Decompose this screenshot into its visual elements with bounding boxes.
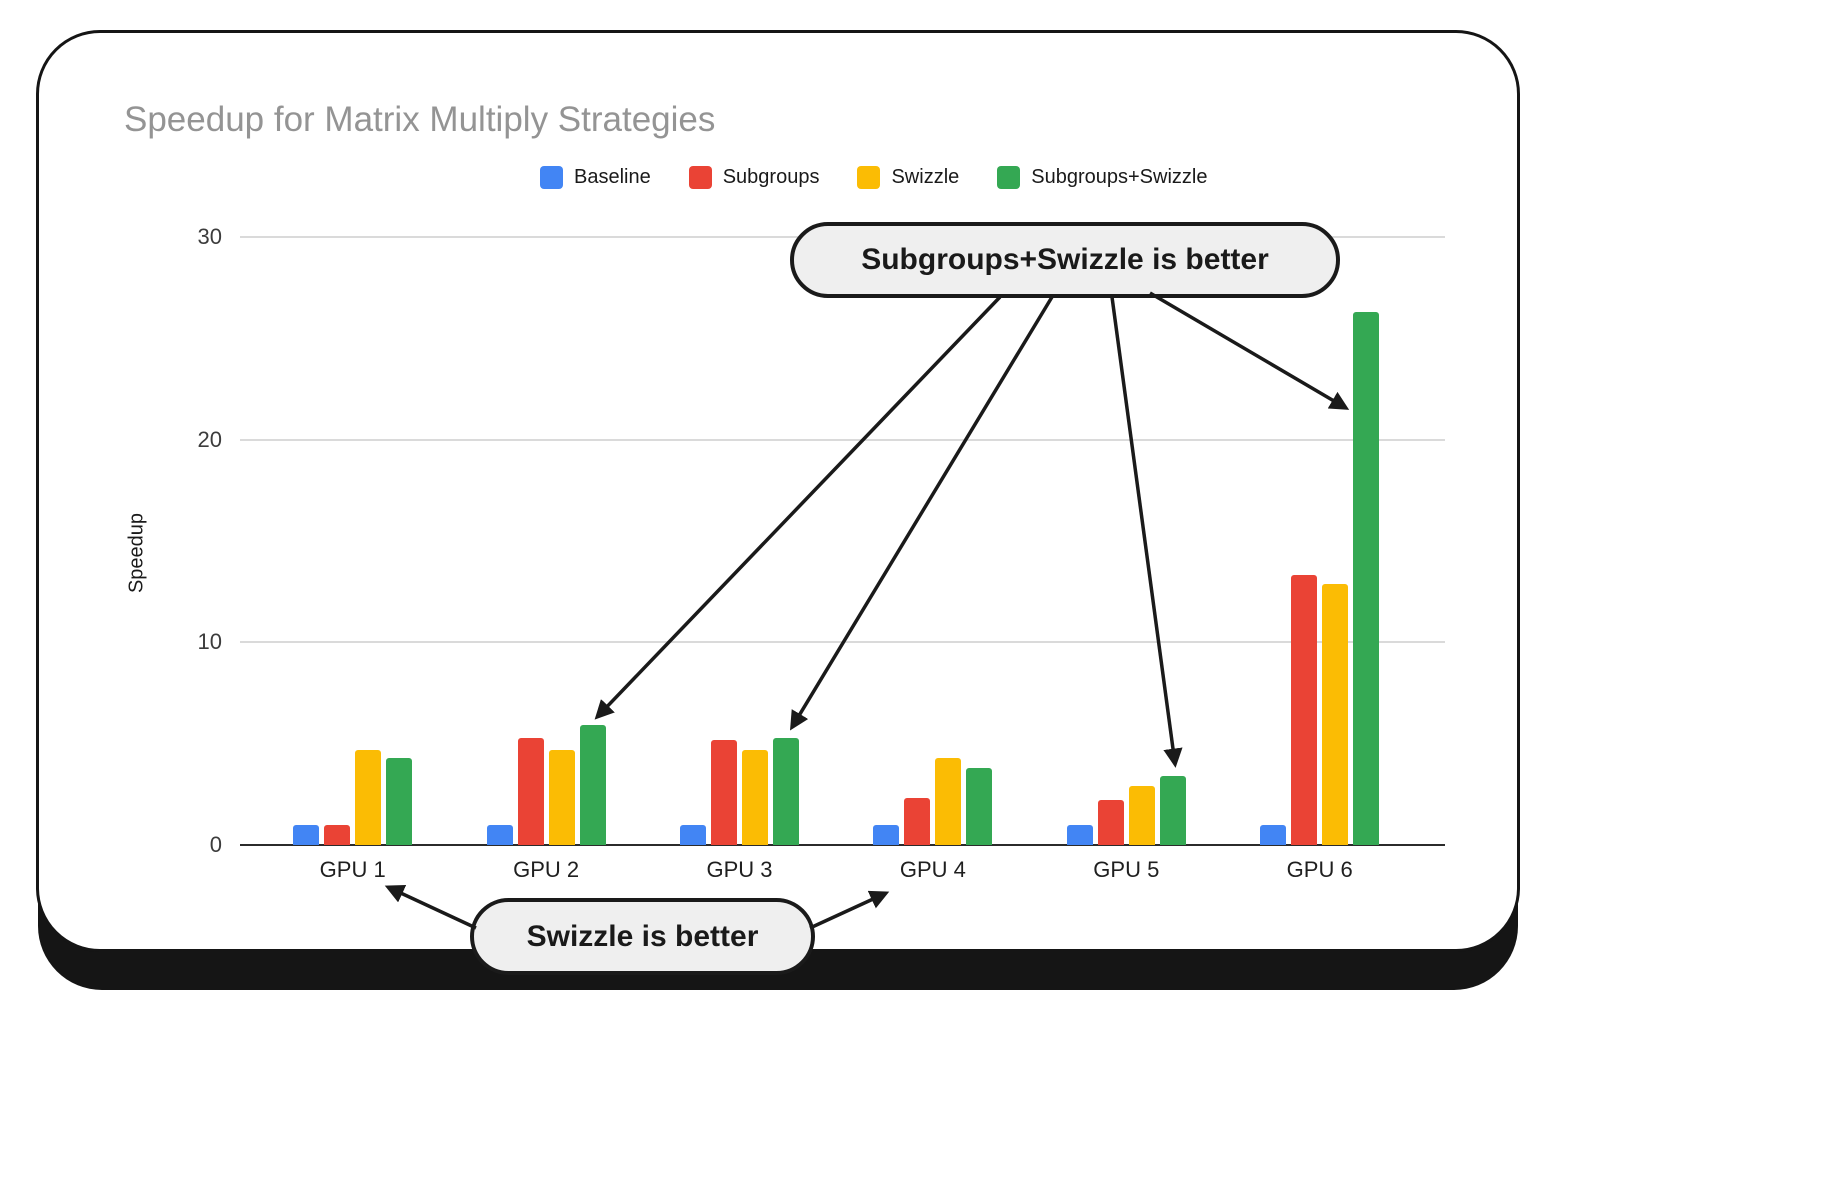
legend-item-subgroups: Subgroups xyxy=(688,166,820,189)
bar-swizzle-gpu-2 xyxy=(548,749,575,845)
bar-subgroups-swizzle-gpu-6 xyxy=(1353,311,1380,845)
bar-subgroups-swizzle-gpu-3 xyxy=(773,737,799,845)
bar-baseline-gpu-3 xyxy=(680,824,706,845)
bar-baseline-gpu-1 xyxy=(293,824,320,845)
legend-swatch-swizzle xyxy=(857,166,881,189)
legend-label: Subgroups xyxy=(722,166,820,188)
legend-swatch-baseline xyxy=(540,166,563,189)
y-tick-label-0: 0 xyxy=(209,832,222,857)
legend-swatch-subgroups xyxy=(688,166,712,189)
legend-item-baseline: Baseline xyxy=(540,166,651,189)
bar-baseline-gpu-2 xyxy=(486,824,513,845)
bar-swizzle-gpu-6 xyxy=(1322,583,1349,845)
bar-swizzle-gpu-1 xyxy=(355,749,382,845)
legend-item-swizzle: Swizzle xyxy=(857,166,959,189)
x-label-gpu-5: GPU 5 xyxy=(1093,857,1160,882)
x-axis-line xyxy=(240,844,1445,846)
gridline-20 xyxy=(240,438,1445,441)
bar-subgroups-swizzle-gpu-1 xyxy=(386,757,413,845)
legend-label: Subgroups+Swizzle xyxy=(1031,166,1208,188)
bar-subgroups-swizzle-gpu-5 xyxy=(1159,776,1186,845)
gridline-10 xyxy=(240,641,1445,644)
bar-subgroups-gpu-1 xyxy=(324,824,351,845)
bar-swizzle-gpu-5 xyxy=(1128,786,1155,845)
callout-subgroups-swizzle-is-better: Subgroups+Swizzle is better xyxy=(790,222,1340,298)
legend-label: Baseline xyxy=(574,166,651,188)
y-tick-label-30: 30 xyxy=(197,224,222,249)
bar-subgroups-gpu-3 xyxy=(711,739,737,845)
bar-swizzle-gpu-3 xyxy=(742,749,768,845)
x-label-gpu-4: GPU 4 xyxy=(899,857,966,882)
x-label-gpu-3: GPU 3 xyxy=(706,857,773,882)
bar-swizzle-gpu-4 xyxy=(935,757,962,845)
chart-title: Speedup for Matrix Multiply Strategies xyxy=(124,100,716,139)
x-label-gpu-1: GPU 1 xyxy=(319,857,386,882)
legend-item-subgroups-swizzle: Subgroups+Swizzle xyxy=(997,166,1207,189)
bar-baseline-gpu-4 xyxy=(873,824,900,845)
bar-subgroups-gpu-6 xyxy=(1291,575,1318,845)
bar-subgroups-gpu-4 xyxy=(904,798,931,845)
x-label-gpu-6: GPU 6 xyxy=(1286,857,1353,882)
legend-label: Swizzle xyxy=(891,166,960,188)
legend: Baseline Subgroups Swizzle Subgroups+Swizzl… xyxy=(540,166,1207,189)
callout-swizzle-is-better: Swizzle is better xyxy=(470,898,815,975)
y-tick-label-10: 10 xyxy=(197,629,222,655)
bar-baseline-gpu-5 xyxy=(1066,824,1093,845)
bar-baseline-gpu-6 xyxy=(1260,824,1287,845)
bar-subgroups-gpu-2 xyxy=(517,737,544,845)
bar-subgroups-swizzle-gpu-2 xyxy=(579,725,606,845)
bar-subgroups-swizzle-gpu-4 xyxy=(966,767,993,845)
y-tick-label-20: 20 xyxy=(197,426,222,452)
bar-subgroups-gpu-5 xyxy=(1097,800,1124,845)
x-label-gpu-2: GPU 2 xyxy=(513,857,580,882)
legend-swatch-subgroups-swizzle xyxy=(997,166,1021,189)
